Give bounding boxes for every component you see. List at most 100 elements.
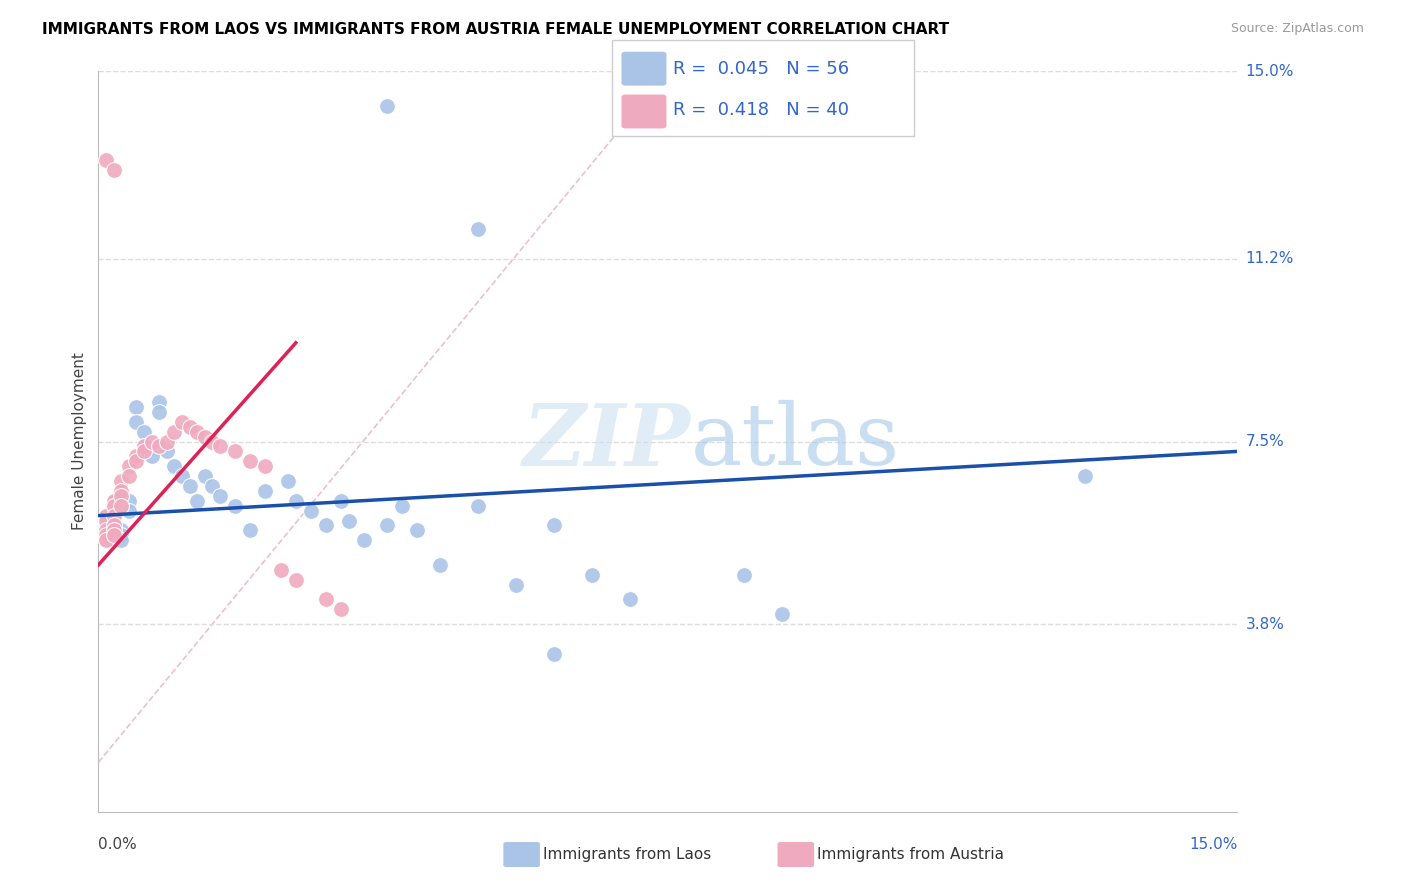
Point <box>103 518 125 533</box>
Point <box>330 602 353 616</box>
Point <box>103 499 125 513</box>
Point <box>94 508 117 523</box>
Point <box>110 524 132 538</box>
Text: 0.0%: 0.0% <box>98 837 138 852</box>
Point <box>284 493 307 508</box>
Point <box>94 514 117 528</box>
Y-axis label: Female Unemployment: Female Unemployment <box>72 352 87 531</box>
Text: IMMIGRANTS FROM LAOS VS IMMIGRANTS FROM AUSTRIA FEMALE UNEMPLOYMENT CORRELATION : IMMIGRANTS FROM LAOS VS IMMIGRANTS FROM … <box>42 22 949 37</box>
Point <box>543 518 565 533</box>
Point <box>254 459 277 474</box>
Point <box>733 567 755 582</box>
Point <box>118 493 141 508</box>
Point <box>315 592 337 607</box>
Point <box>132 440 155 454</box>
Point <box>118 503 141 517</box>
Point <box>770 607 793 622</box>
Point <box>148 395 170 409</box>
Point <box>94 533 117 548</box>
Text: 15.0%: 15.0% <box>1189 837 1237 852</box>
Point <box>391 499 413 513</box>
Point <box>201 479 224 493</box>
Point <box>148 405 170 419</box>
Point <box>103 503 125 517</box>
Point <box>330 493 353 508</box>
Point <box>156 434 179 449</box>
Point <box>125 450 148 464</box>
Point <box>125 415 148 429</box>
Point <box>208 489 231 503</box>
Point <box>125 454 148 468</box>
Point <box>110 489 132 503</box>
Point <box>125 400 148 414</box>
Point <box>94 514 117 528</box>
Point <box>619 592 641 607</box>
Point <box>194 429 217 443</box>
Point <box>581 567 603 582</box>
Text: R =  0.418   N = 40: R = 0.418 N = 40 <box>673 101 849 119</box>
Text: Source: ZipAtlas.com: Source: ZipAtlas.com <box>1230 22 1364 36</box>
Point <box>163 425 186 439</box>
Point <box>103 493 125 508</box>
Point <box>103 493 125 508</box>
Point <box>94 528 117 542</box>
Point <box>110 528 132 542</box>
Point <box>208 440 231 454</box>
Text: 3.8%: 3.8% <box>1246 616 1285 632</box>
Point <box>467 222 489 236</box>
Point <box>186 425 208 439</box>
Text: 7.5%: 7.5% <box>1246 434 1284 449</box>
Point <box>406 524 429 538</box>
Point <box>103 528 125 542</box>
Point <box>505 577 527 591</box>
Point <box>118 469 141 483</box>
Point <box>201 434 224 449</box>
Point <box>179 419 201 434</box>
Point <box>156 444 179 458</box>
Text: 11.2%: 11.2% <box>1246 252 1294 267</box>
Point <box>132 440 155 454</box>
Text: Immigrants from Austria: Immigrants from Austria <box>817 847 1004 862</box>
Point <box>132 425 155 439</box>
Point <box>239 524 262 538</box>
Point <box>94 533 117 548</box>
Point <box>194 469 217 483</box>
Point <box>375 518 398 533</box>
Point <box>170 469 193 483</box>
Point <box>179 479 201 493</box>
Point <box>170 415 193 429</box>
Point <box>299 503 322 517</box>
Point <box>110 483 132 498</box>
Point <box>103 499 125 513</box>
Text: 15.0%: 15.0% <box>1246 64 1294 78</box>
Point <box>224 499 246 513</box>
Point <box>186 493 208 508</box>
Point <box>94 153 117 168</box>
Point <box>375 99 398 113</box>
Text: atlas: atlas <box>690 400 900 483</box>
Point <box>239 454 262 468</box>
Point <box>94 508 117 523</box>
Point <box>132 444 155 458</box>
Point <box>94 524 117 538</box>
Point <box>103 508 125 523</box>
Text: R =  0.045   N = 56: R = 0.045 N = 56 <box>673 60 849 78</box>
Point <box>103 524 125 538</box>
Point <box>1074 469 1097 483</box>
Point <box>284 573 307 587</box>
Point <box>429 558 451 572</box>
Point <box>353 533 375 548</box>
Point <box>94 518 117 533</box>
Point <box>141 450 163 464</box>
Point <box>118 459 141 474</box>
Point <box>224 444 246 458</box>
Point <box>110 499 132 513</box>
Point <box>103 508 125 523</box>
Point <box>254 483 277 498</box>
Point <box>315 518 337 533</box>
Text: ZIP: ZIP <box>523 400 690 483</box>
Point <box>148 440 170 454</box>
Point <box>110 474 132 488</box>
Point <box>543 647 565 661</box>
Point <box>94 528 117 542</box>
